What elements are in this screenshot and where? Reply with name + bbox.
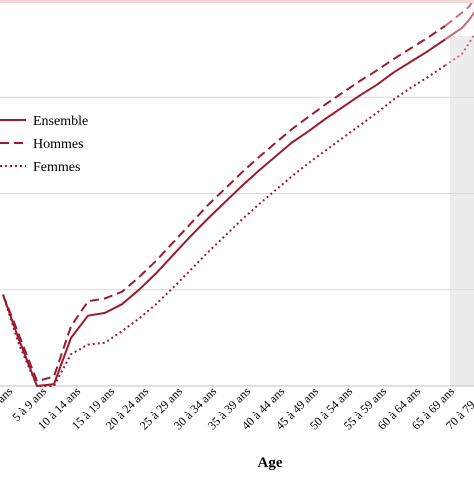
series-line-ensemble [2, 38, 446, 387]
legend-label-hommes: Hommes [33, 137, 84, 152]
x-axis-label: Age [258, 455, 283, 471]
top-border [0, 0, 474, 3]
highlight-region [450, 36, 474, 386]
series-line-hommes [2, 25, 446, 383]
legend-label-ensemble: Ensemble [33, 114, 88, 129]
series-line-hommes-highlight [444, 0, 474, 27]
series-line-femmes-highlight [444, 33, 474, 67]
legend-label-femmes: Femmes [33, 160, 80, 175]
